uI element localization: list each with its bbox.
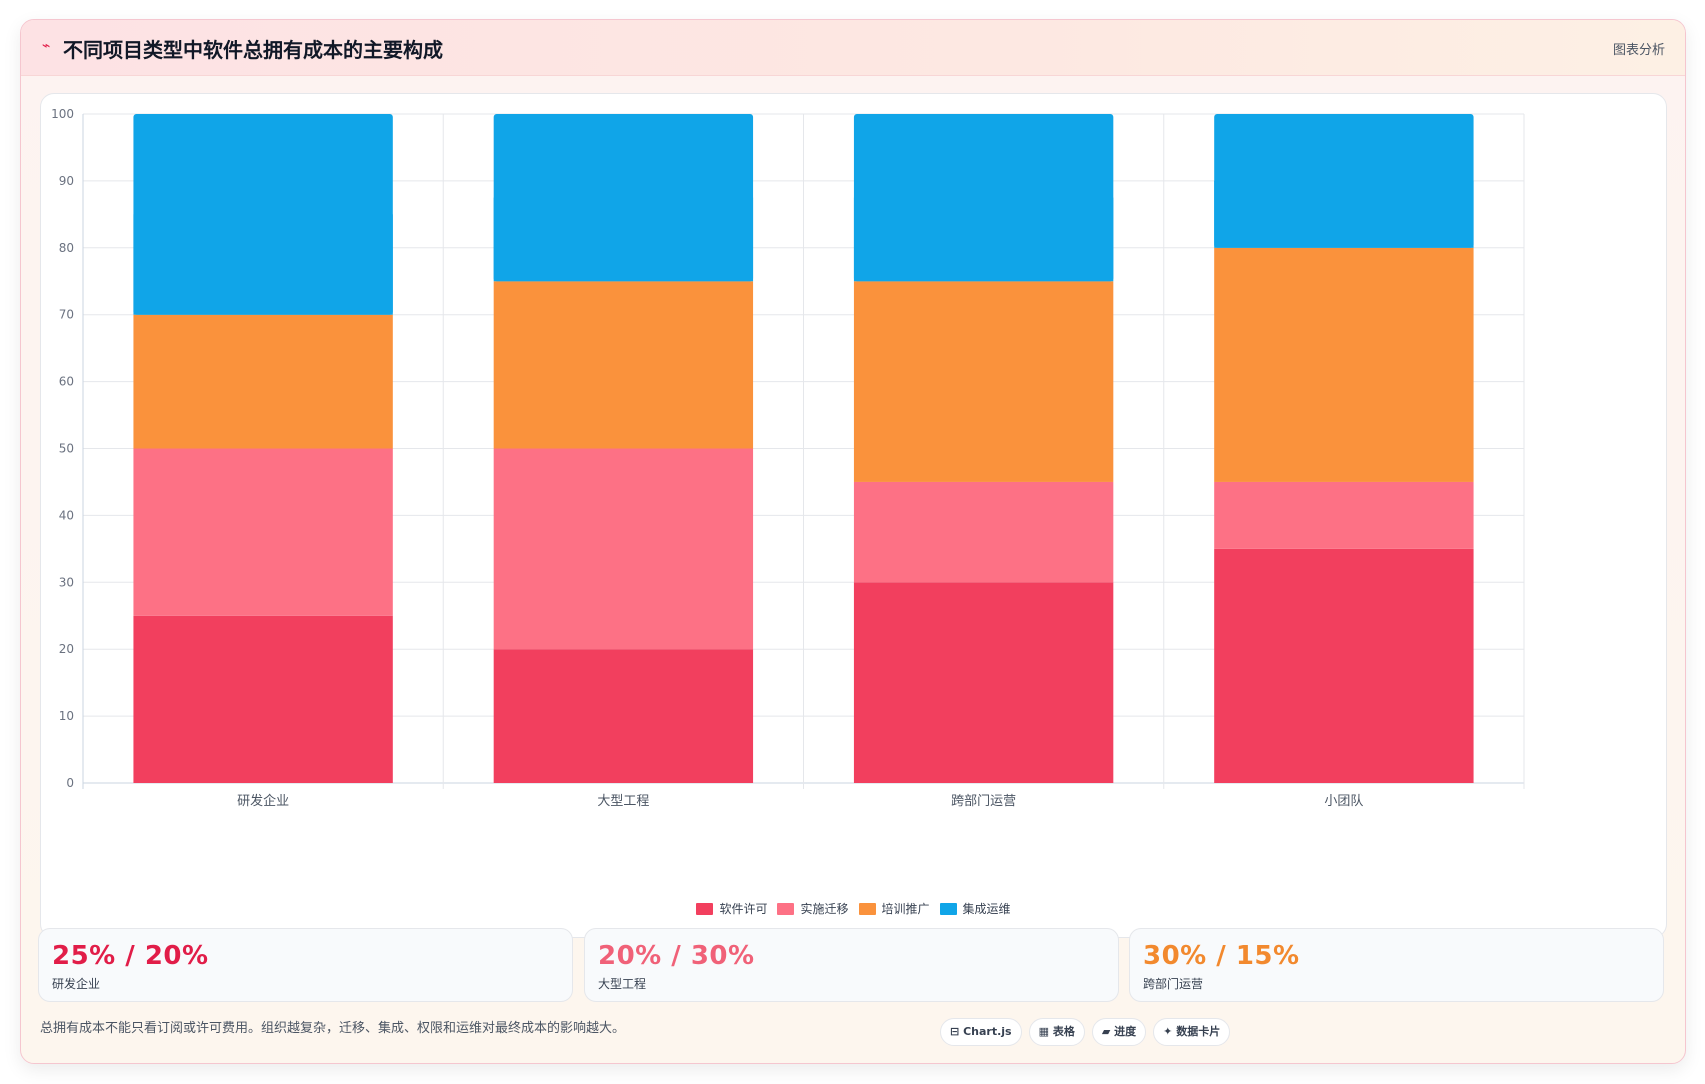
legend-item[interactable]: 集成运维 — [939, 900, 1011, 917]
footnote: 总拥有成本不能只看订阅或许可费用。组织越复杂，迁移、集成、权限和运维对最终成本的… — [40, 1021, 626, 1036]
bar-segment — [1214, 247, 1474, 482]
legend-label: 软件许可 — [719, 902, 768, 916]
bar-segment — [493, 649, 754, 783]
stacked-bar-chart: 0 10 20 30 40 50 60 70 80 90 100 研发企业 大型工程 跨部门运营 小团队 — [51, 107, 1525, 809]
bar-segment — [1214, 481, 1474, 549]
stat-card: 25% / 20% 研发企业 — [38, 928, 573, 1002]
chip-chartjs[interactable]: ⊟ Chart.js — [940, 1018, 1022, 1046]
y-tick-label: 50 — [59, 442, 74, 456]
feature-chips: ⊟ Chart.js ▦ 表格 ▰ 进度 ✦ 数据卡片 — [940, 1018, 1237, 1046]
legend-label: 培训推广 — [881, 902, 930, 916]
bar-segment — [133, 314, 393, 449]
y-tick-label: 80 — [59, 241, 74, 255]
bar-segment-base — [493, 197, 754, 282]
chart-title: 不同项目类型中软件总拥有成本的主要构成 — [63, 38, 443, 62]
y-tick-label: 0 — [66, 776, 74, 790]
header-tag: 图表分析 — [1612, 43, 1665, 58]
bar-segment-base — [853, 197, 1114, 282]
sparkle-icon: ✦ — [1163, 1025, 1173, 1038]
bar-segment — [853, 481, 1114, 583]
chip-progress[interactable]: ▰ 进度 — [1091, 1018, 1147, 1046]
stat-card: 30% / 15% 跨部门运营 — [1129, 928, 1664, 1002]
stat-label: 跨部门运营 — [1143, 977, 1204, 991]
chip-label: 数据卡片 — [1176, 1025, 1221, 1038]
y-tick-label: 60 — [59, 375, 74, 389]
legend-swatch — [777, 903, 795, 915]
stat-label: 研发企业 — [52, 977, 101, 991]
stat-value: 30% / 15% — [1143, 941, 1300, 971]
chip-data-cards[interactable]: ✦ 数据卡片 — [1153, 1018, 1231, 1046]
legend-swatch — [858, 903, 876, 915]
chart-icon: ⊟ — [950, 1025, 960, 1038]
stat-label: 大型工程 — [598, 977, 647, 991]
bar-segment — [853, 281, 1114, 482]
stat-card: 20% / 30% 大型工程 — [584, 928, 1119, 1002]
y-tick-label: 70 — [59, 308, 74, 322]
stat-value: 20% / 30% — [598, 941, 755, 971]
card-header: ⌁ 不同项目类型中软件总拥有成本的主要构成 图表分析 — [21, 20, 1685, 76]
bar-segment — [1214, 548, 1474, 783]
legend-item[interactable]: 培训推广 — [858, 900, 930, 917]
progress-icon: ▰ — [1101, 1025, 1111, 1038]
legend-label: 集成运维 — [962, 902, 1011, 916]
y-tick-label: 10 — [59, 709, 74, 723]
chip-label: 进度 — [1114, 1025, 1137, 1038]
chart-line-icon: ⌁ — [42, 38, 51, 54]
x-tick-label: 跨部门运营 — [951, 794, 1016, 809]
legend-label: 实施迁移 — [800, 902, 849, 916]
y-tick-label: 40 — [59, 508, 74, 522]
bar-segment — [133, 448, 393, 616]
chart-card: ⌁ 不同项目类型中软件总拥有成本的主要构成 图表分析 0 10 20 30 40 50 60… — [20, 19, 1686, 1064]
legend-item[interactable]: 软件许可 — [696, 900, 767, 917]
chip-label: 表格 — [1052, 1025, 1075, 1038]
bar-segment — [853, 582, 1114, 783]
chart-legend: 软件许可 实施迁移 培训推广 集成运维 — [41, 900, 1666, 917]
bar-segment — [133, 615, 393, 783]
y-tick-label: 20 — [59, 642, 74, 656]
chip-table[interactable]: ▦ 表格 — [1028, 1018, 1085, 1046]
y-tick-label: 30 — [59, 575, 74, 589]
chart-panel: 0 10 20 30 40 50 60 70 80 90 100 研发企业 大型工程 跨部门运营 小团队 软… — [40, 93, 1667, 938]
stat-value: 25% / 20% — [52, 941, 209, 971]
y-tick-label: 100 — [51, 107, 74, 121]
legend-item[interactable]: 实施迁移 — [777, 900, 849, 917]
x-tick-label: 大型工程 — [597, 794, 649, 809]
x-tick-label: 小团队 — [1324, 794, 1363, 809]
bar-segment-base — [133, 214, 393, 315]
legend-swatch — [696, 903, 714, 915]
chip-label: Chart.js — [963, 1025, 1012, 1038]
bar-segment — [493, 281, 754, 449]
legend-swatch — [939, 903, 957, 915]
bar-segment — [493, 448, 754, 650]
y-tick-label: 90 — [59, 174, 74, 188]
bar-segment-base — [1214, 180, 1474, 248]
x-tick-label: 研发企业 — [237, 793, 289, 809]
table-icon: ▦ — [1038, 1025, 1049, 1038]
